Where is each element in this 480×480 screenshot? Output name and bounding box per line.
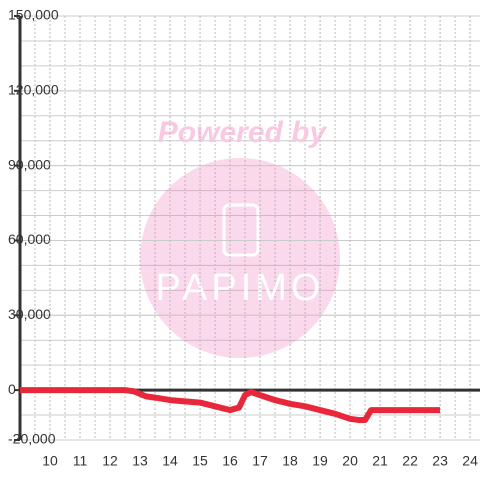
y-tick-label: -20,000	[8, 431, 56, 447]
x-tick-label: 21	[372, 453, 388, 469]
x-tick-label: 22	[402, 453, 418, 469]
watermark-logo: PAPIMO	[156, 267, 325, 309]
x-tick-label: 18	[282, 453, 298, 469]
x-tick-label: 23	[432, 453, 448, 469]
y-tick-label: 150,000	[8, 7, 59, 23]
x-tick-label: 24	[462, 453, 478, 469]
y-tick-label: 90,000	[8, 156, 51, 172]
x-tick-label: 17	[252, 453, 268, 469]
x-tick-label: 16	[222, 453, 238, 469]
x-tick-label: 19	[312, 453, 328, 469]
x-tick-label: 12	[102, 453, 118, 469]
data-line	[20, 387, 441, 424]
y-tick-label: 30,000	[8, 306, 51, 322]
watermark-icon	[222, 203, 260, 257]
x-tick-label: 10	[42, 453, 58, 469]
x-tick-label: 11	[73, 453, 88, 469]
y-tick-label: 120,000	[8, 82, 59, 98]
watermark-text: Powered by	[158, 116, 328, 149]
y-tick-label: 60,000	[8, 231, 51, 247]
x-tick-label: 13	[132, 453, 148, 469]
x-tick-label: 15	[192, 453, 208, 469]
x-tick-label: 20	[342, 453, 358, 469]
y-tick-label: 0	[8, 381, 16, 397]
x-tick-label: 14	[162, 453, 178, 469]
